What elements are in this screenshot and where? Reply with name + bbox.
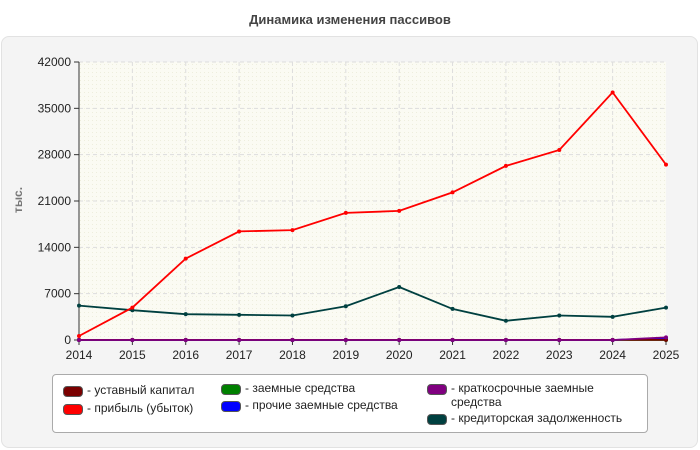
x-tick-label: 2018 bbox=[279, 348, 306, 362]
series-5-point bbox=[77, 303, 81, 308]
series-line-5 bbox=[78, 286, 667, 322]
y-tick-label: 0 bbox=[64, 333, 71, 347]
series-5-point bbox=[557, 313, 562, 318]
x-tick-label: 2025 bbox=[653, 348, 680, 362]
legend-item-ustavny-kapital: - уставный капитал bbox=[63, 383, 223, 397]
series-5-point bbox=[664, 305, 668, 310]
x-tick-label: 2023 bbox=[546, 348, 573, 362]
x-tick-label: 2024 bbox=[599, 348, 626, 362]
series-4-point bbox=[77, 338, 81, 342]
x-tick-label: 2020 bbox=[386, 348, 413, 362]
legend-swatch-ustavny-kapital bbox=[63, 386, 83, 397]
series-4-point bbox=[664, 335, 668, 340]
y-tick-label: 21000 bbox=[38, 194, 72, 208]
legend-swatch-kreditorskaya bbox=[427, 414, 447, 425]
series-5-point bbox=[343, 304, 348, 309]
series-1-point bbox=[397, 208, 402, 213]
y-axis-label: тыс. bbox=[11, 187, 25, 213]
series-5-point bbox=[397, 285, 402, 290]
series-4-point bbox=[397, 338, 402, 342]
x-tick-label: 2021 bbox=[439, 348, 466, 362]
x-tick-label: 2019 bbox=[332, 348, 359, 362]
legend-item-prochie-zaemnye: - прочие заемные средства bbox=[221, 398, 421, 412]
series-5-point bbox=[237, 312, 242, 317]
legend-swatch-kratkosrochnye bbox=[427, 384, 447, 395]
series-1-point bbox=[664, 162, 668, 167]
legend-item-kratkosrochnye: - краткосрочные заемные средства bbox=[427, 381, 632, 409]
series-line-1 bbox=[78, 90, 667, 337]
series-1-point bbox=[450, 190, 455, 195]
series-4-point bbox=[343, 338, 348, 342]
legend-swatch-prochie-zaemnye bbox=[221, 401, 241, 412]
x-tick-label: 2016 bbox=[172, 348, 199, 362]
series-4-point bbox=[183, 338, 188, 342]
series-4-point bbox=[503, 338, 508, 342]
series-5-point bbox=[610, 314, 615, 319]
legend: - уставный капитал - прибыль (убыток) - … bbox=[52, 374, 648, 433]
x-tick-label: 2014 bbox=[66, 348, 93, 362]
series-4-point bbox=[290, 338, 295, 342]
series-4-point bbox=[130, 338, 135, 342]
series-4-point bbox=[610, 338, 615, 342]
series-5-point bbox=[290, 313, 295, 318]
chart-title: Динамика изменения пассивов bbox=[249, 12, 451, 27]
plot-area bbox=[79, 62, 666, 340]
series-5-point bbox=[503, 318, 508, 323]
legend-item-pribyl: - прибыль (убыток) bbox=[63, 401, 223, 415]
series-line-4 bbox=[79, 336, 667, 341]
series-1-point bbox=[290, 228, 295, 233]
series-5-point bbox=[450, 306, 455, 311]
x-tick-label: 2015 bbox=[119, 348, 146, 362]
series-1-point bbox=[237, 229, 242, 234]
legend-swatch-zaemnye-sredstva bbox=[221, 384, 241, 395]
legend-label: - уставный капитал bbox=[87, 383, 195, 397]
legend-label: - прибыль (убыток) bbox=[87, 401, 194, 415]
series-4-point bbox=[450, 338, 455, 342]
y-tick-label: 14000 bbox=[38, 240, 72, 254]
series-1-point bbox=[343, 210, 348, 215]
legend-label: - краткосрочные заемные средства bbox=[451, 381, 594, 409]
series-1-point bbox=[130, 305, 135, 310]
series-1-point bbox=[77, 334, 81, 339]
series-4-point bbox=[237, 338, 242, 342]
series-1-point bbox=[557, 148, 562, 153]
series-1-point bbox=[183, 256, 188, 261]
legend-label: - заемные средства bbox=[245, 381, 356, 395]
legend-item-zaemnye-sredstva: - заемные средства bbox=[221, 381, 421, 395]
legend-swatch-pribyl bbox=[63, 404, 83, 415]
legend-item-kreditorskaya: - кредиторская задолженность bbox=[427, 411, 647, 425]
y-tick-label: 28000 bbox=[38, 148, 72, 162]
y-tick-label: 7000 bbox=[44, 287, 71, 301]
legend-label: - кредиторская задолженность bbox=[451, 411, 623, 425]
y-tick-label: 35000 bbox=[38, 101, 72, 115]
series-1-point bbox=[503, 163, 508, 168]
series-4-point bbox=[557, 338, 562, 342]
y-tick-label: 42000 bbox=[38, 55, 72, 69]
legend-label: - прочие заемные средства bbox=[245, 398, 398, 412]
x-tick-label: 2022 bbox=[493, 348, 520, 362]
x-tick-label: 2017 bbox=[226, 348, 253, 362]
series-1-point bbox=[610, 90, 615, 95]
series-5-point bbox=[183, 312, 188, 317]
